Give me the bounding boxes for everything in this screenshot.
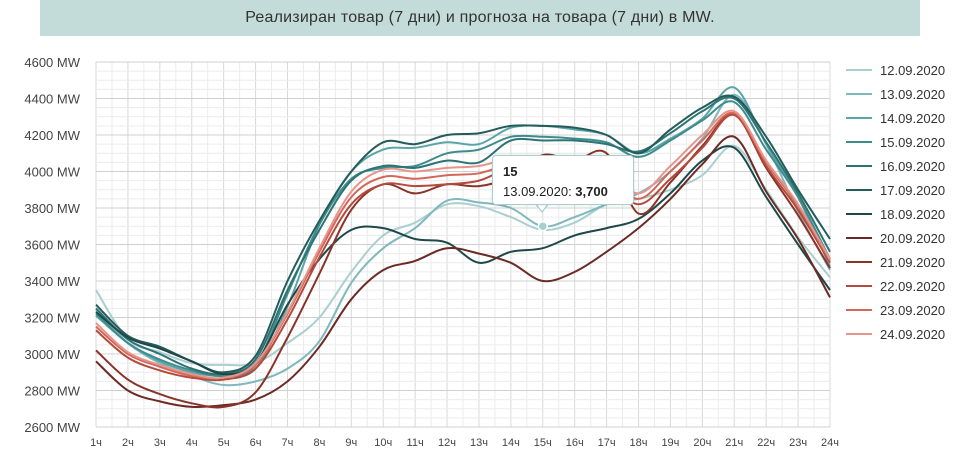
x-tick-label: 19ч — [661, 437, 679, 449]
series-line-20.09.2020[interactable] — [95, 135, 831, 409]
x-tick-label: 21ч — [725, 437, 743, 449]
legend-item-label[interactable]: 13.09.2020 — [880, 87, 945, 102]
x-tick-label: 18ч — [630, 437, 648, 449]
y-tick-label: 3000 MW — [24, 347, 80, 362]
x-tick-label: 3ч — [154, 437, 166, 449]
tooltip-arrow-inner — [535, 202, 549, 211]
chart-title-bar: Реализиран товар (7 дни) и прогноза на т… — [40, 0, 920, 36]
y-tick-label: 3600 MW — [24, 238, 80, 253]
x-tick-label: 23ч — [789, 437, 807, 449]
y-tick-label: 2800 MW — [24, 384, 80, 399]
x-tick-label: 17ч — [598, 437, 616, 449]
legend-item-label[interactable]: 14.09.2020 — [880, 111, 945, 126]
x-tick-label: 22ч — [757, 437, 775, 449]
x-tick-label: 10ч — [374, 437, 392, 449]
y-tick-label: 3800 MW — [24, 201, 80, 216]
tooltip-value: 3,700 — [575, 184, 608, 199]
y-tick-label: 3400 MW — [24, 274, 80, 289]
series-line-12.09.2020[interactable] — [95, 144, 831, 367]
legend-item-label[interactable]: 20.09.2020 — [880, 231, 945, 246]
x-tick-label: 24ч — [821, 437, 839, 449]
x-tick-label: 5ч — [218, 437, 230, 449]
y-tick-label: 3200 MW — [24, 311, 80, 326]
chart-title: Реализиран товар (7 дни) и прогноза на т… — [245, 9, 715, 26]
legend-item-label[interactable]: 12.09.2020 — [880, 63, 945, 78]
legend-item-label[interactable]: 22.09.2020 — [880, 279, 945, 294]
y-tick-label: 4000 MW — [24, 165, 80, 180]
y-tick-label: 4600 MW — [24, 55, 80, 70]
x-axis: 1ч 2ч 3ч 4ч 5ч 6ч 7ч 8ч 9ч 10ч 11ч 12ч 13ч 14ч 15ч 16ч 1… — [90, 437, 839, 449]
series-line-24.09.2020[interactable] — [95, 109, 831, 380]
y-tick-label: 4200 MW — [24, 128, 80, 143]
y-tick-label: 4400 MW — [24, 92, 80, 107]
series-line-17.09.2020[interactable] — [95, 94, 831, 374]
x-tick-label: 12ч — [438, 437, 456, 449]
hover-point[interactable] — [537, 221, 549, 232]
x-tick-label: 6ч — [250, 437, 262, 449]
x-tick-label: 4ч — [186, 437, 198, 449]
series-line-22.09.2020[interactable] — [95, 113, 831, 382]
tooltip-body: 13.09.2020: 3,700 — [503, 184, 608, 199]
legend-item-label[interactable]: 24.09.2020 — [880, 327, 945, 342]
x-tick-label: 16ч — [566, 437, 584, 449]
series-line-21.09.2020[interactable] — [95, 113, 831, 409]
x-tick-label: 15ч — [534, 437, 552, 449]
x-tick-label: 1ч — [90, 437, 102, 449]
x-tick-label: 20ч — [693, 437, 711, 449]
legend-item-label[interactable]: 21.09.2020 — [880, 255, 945, 270]
grid — [95, 61, 831, 428]
legend-item-label[interactable]: 16.09.2020 — [880, 159, 945, 174]
x-tick-label: 7ч — [282, 437, 294, 449]
legend-item-label[interactable]: 15.09.2020 — [880, 135, 945, 150]
tooltip-title: 15 — [503, 164, 518, 179]
x-tick-label: 9ч — [345, 437, 357, 449]
x-tick-label: 13ч — [470, 437, 488, 449]
x-tick-label: 14ч — [502, 437, 520, 449]
y-tick-label: 2600 MW — [24, 420, 80, 435]
x-tick-label: 2ч — [122, 437, 134, 449]
tooltip-marker — [537, 221, 549, 232]
x-tick-label: 11ч — [407, 437, 424, 449]
series-line-18.09.2020[interactable] — [95, 145, 831, 376]
legend-item-label[interactable]: 23.09.2020 — [880, 303, 945, 318]
legend-item-label[interactable]: 17.09.2020 — [880, 183, 945, 198]
tooltip-label: 13.09.2020: — [503, 184, 576, 199]
x-tick-label: 8ч — [313, 437, 325, 449]
y-axis: 2600 MW 2800 MW 3000 MW 3200 MW 3400 MW 3600 … — [24, 55, 80, 435]
legend-item-label[interactable]: 18.09.2020 — [880, 207, 945, 222]
series-line-15.09.2020[interactable] — [95, 100, 831, 378]
legend[interactable]: 12.09.2020 13.09.2020 14.09.2020 15.09.2020… — [846, 63, 945, 342]
tooltip: 15 13.09.2020: 3,700 — [492, 155, 634, 205]
series-lines — [95, 86, 831, 409]
